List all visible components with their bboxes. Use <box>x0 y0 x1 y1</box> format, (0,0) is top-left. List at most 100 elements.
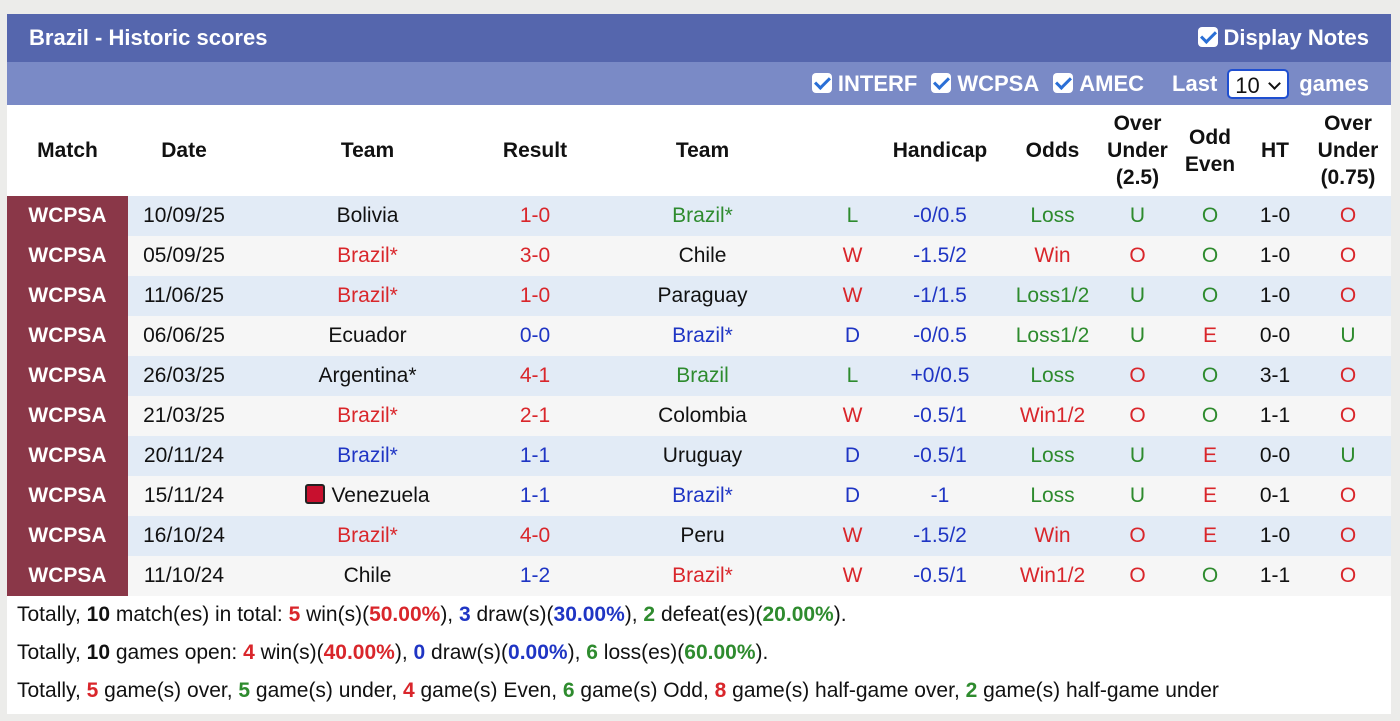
match: WCPSA <box>28 484 107 507</box>
summary-text: 50.00% <box>369 603 441 626</box>
summary-text: 2 <box>643 603 656 626</box>
filter-option[interactable]: WCPSA <box>931 71 1039 97</box>
filter-option[interactable]: AMEC <box>1053 71 1144 97</box>
odds-cell: Win1/2 <box>1005 556 1100 596</box>
outcome-cell: W <box>830 516 875 556</box>
column-header: Over Under (2.5) <box>1107 112 1168 189</box>
match-cell: WCPSA <box>7 476 128 516</box>
filter-option[interactable]: INTERF <box>811 71 917 97</box>
column-header: Match <box>37 139 98 162</box>
summary-text: 5 <box>86 679 99 702</box>
over-under-075-cell: U <box>1305 436 1391 476</box>
result-cell: 1-1 <box>495 436 575 476</box>
odd-even: E <box>1202 524 1217 547</box>
home-team-cell: Brazil* <box>240 236 495 276</box>
summary-text: 5 <box>238 679 251 702</box>
games-count-select[interactable]: 10 <box>1227 68 1290 99</box>
result: 2-1 <box>519 404 551 427</box>
last-label: Last <box>1172 70 1218 96</box>
half-time-cell: 0-0 <box>1245 316 1305 356</box>
away-team: Brazil* <box>672 324 733 347</box>
over-under: U <box>1129 484 1146 507</box>
summary-text: 10 <box>86 641 110 664</box>
over-under-075-cell: O <box>1305 476 1391 516</box>
odds: Loss1/2 <box>1015 324 1090 347</box>
summary-text: Totally, <box>17 603 87 626</box>
summary-text: ), <box>394 641 414 664</box>
over-under-cell: U <box>1100 276 1175 316</box>
date: 26/03/25 <box>143 364 225 387</box>
outcome: L <box>846 364 859 387</box>
summary: Totally, 10 match(es) in total: 5 win(s)… <box>7 596 1391 710</box>
away-team: Colombia <box>658 404 747 427</box>
odd-even: O <box>1201 204 1219 227</box>
half-time-cell: 0-1 <box>1245 476 1305 516</box>
half-time-cell: 0-0 <box>1245 436 1305 476</box>
away-team-cell: Colombia <box>575 396 830 436</box>
display-notes-toggle[interactable]: Display Notes <box>1197 25 1369 51</box>
outcome: W <box>842 244 863 267</box>
column-header-blank <box>830 105 875 196</box>
home-team: Argentina* <box>318 364 417 387</box>
match-cell: WCPSA <box>7 556 128 596</box>
home-team: Chile <box>343 564 392 587</box>
odd-even: O <box>1201 244 1219 267</box>
summary-text: game(s) Even, <box>414 679 563 702</box>
odds-cell: Loss <box>1005 196 1100 236</box>
handicap-cell: +0/0.5 <box>875 356 1005 396</box>
odd-even-cell: E <box>1175 516 1245 556</box>
flag-icon <box>305 484 326 504</box>
odd-even-cell: O <box>1175 396 1245 436</box>
outcome-cell: W <box>830 556 875 596</box>
result-cell: 2-1 <box>495 396 575 436</box>
date-cell: 06/06/25 <box>128 316 240 356</box>
column-header: Date <box>161 139 207 162</box>
summary-text: 60.00% <box>684 641 756 664</box>
over-under: U <box>1129 444 1146 467</box>
handicap-cell: -1/1.5 <box>875 276 1005 316</box>
over-under-cell: O <box>1100 356 1175 396</box>
date-cell: 21/03/25 <box>128 396 240 436</box>
match: WCPSA <box>28 244 107 267</box>
odd-even-cell: E <box>1175 316 1245 356</box>
date: 11/06/25 <box>143 284 225 307</box>
away-team-cell: Brazil <box>575 356 830 396</box>
result: 4-0 <box>519 524 551 547</box>
match-cell: WCPSA <box>7 316 128 356</box>
match-row: WCPSA 10/09/25 Bolivia 1-0 Brazil* L -0/0.5 Los… <box>7 196 1391 236</box>
handicap: -1/1.5 <box>913 284 967 307</box>
column-header: HT <box>1261 139 1289 162</box>
over-under-075: O <box>1339 364 1357 387</box>
over-under-075: O <box>1339 204 1357 227</box>
summary-text: 0 <box>413 641 426 664</box>
away-team-cell: Brazil* <box>575 556 830 596</box>
match-cell: WCPSA <box>7 196 128 236</box>
summary-text: ). <box>833 603 847 626</box>
over-under-cell: O <box>1100 236 1175 276</box>
summary-text: loss(es)( <box>597 641 685 664</box>
away-team: Uruguay <box>662 444 743 467</box>
handicap-cell: -0.5/1 <box>875 396 1005 436</box>
summary-text: 4 <box>243 641 255 664</box>
summary-text: ), <box>624 603 644 626</box>
date-cell: 15/11/24 <box>128 476 240 516</box>
odds-cell: Loss1/2 <box>1005 316 1100 356</box>
summary-text: 6 <box>562 679 575 702</box>
match-row: WCPSA 11/06/25 Brazil* 1-0 Paraguay W -1/1.5 Lo… <box>7 276 1391 316</box>
handicap-cell: -0/0.5 <box>875 196 1005 236</box>
away-team: Peru <box>680 524 725 547</box>
over-under-cell: U <box>1100 436 1175 476</box>
match: WCPSA <box>28 524 107 547</box>
outcome: D <box>844 444 861 467</box>
date: 20/11/24 <box>143 444 225 467</box>
summary-text: draw(s)( <box>425 641 509 664</box>
half-time: 3-1 <box>1259 364 1291 387</box>
outcome: D <box>844 484 861 507</box>
result-cell: 4-0 <box>495 516 575 556</box>
odds: Loss <box>1030 364 1075 387</box>
over-under-075: O <box>1339 404 1357 427</box>
odd-even: O <box>1201 564 1219 587</box>
date: 10/09/25 <box>143 204 225 227</box>
half-time-cell: 1-1 <box>1245 556 1305 596</box>
date: 21/03/25 <box>143 404 225 427</box>
